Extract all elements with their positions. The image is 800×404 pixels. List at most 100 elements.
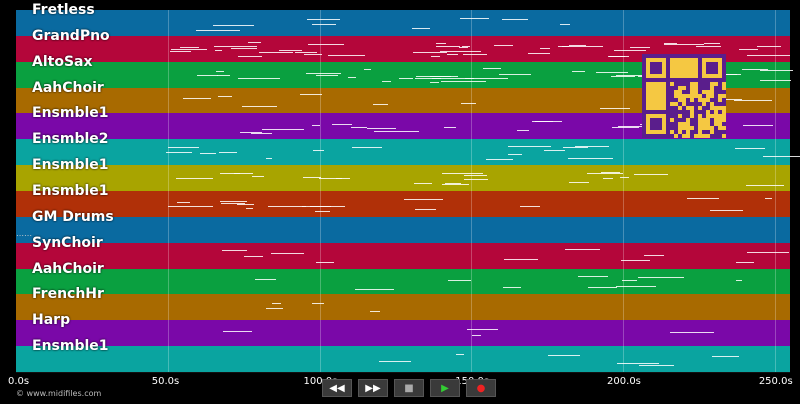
midi-note [442,184,469,186]
midi-note [180,47,200,49]
midi-note [246,208,253,210]
midi-note [742,124,774,126]
midi-note [504,259,539,261]
midi-note [378,360,412,362]
midi-note [762,156,800,158]
midi-note [220,202,245,204]
track-label: AahChoir [32,260,104,277]
midi-note [412,27,430,29]
midi-note [696,45,722,47]
midi-note [271,253,305,255]
midi-note [413,183,432,185]
midi-note [527,53,550,55]
midi-note [348,76,356,78]
track-row[interactable] [16,139,790,167]
midi-note [218,151,238,153]
midi-note [250,133,272,134]
midi-note [255,278,276,280]
midi-note [588,286,617,288]
track-row[interactable] [16,191,790,218]
track-row[interactable] [16,165,790,192]
midi-note [735,147,766,149]
midi-note [461,102,477,104]
track-row[interactable] [16,320,790,348]
midi-note [611,127,639,129]
time-tick-label: 250.0s [758,376,793,387]
midi-note [295,52,317,54]
midi-note [460,18,489,20]
track-label: GrandPno [32,27,110,44]
midi-note [351,146,383,148]
midi-note [614,50,647,52]
midi-note [258,52,293,54]
midi-note [622,279,637,281]
midi-note [217,95,233,97]
midi-note [568,158,613,160]
midi-note [735,261,754,263]
midi-note [336,178,343,179]
midi-note [485,159,513,161]
rewind-button[interactable]: ◀◀ [322,379,352,397]
midi-note [735,279,743,281]
midi-note [520,206,540,208]
midi-note [168,147,199,149]
midi-note [616,75,654,77]
midi-note [311,303,325,304]
track-row[interactable] [16,10,790,37]
midi-note [307,18,340,20]
midi-note [759,79,792,81]
midi-note [305,72,342,74]
midi-note [243,256,263,258]
midi-note [308,44,344,46]
midi-note [760,70,793,72]
midi-note [498,73,532,75]
time-gridline [319,10,321,372]
track-label: AahChoir [32,79,104,96]
track-row[interactable] [16,346,790,373]
midi-note [745,184,784,186]
midi-note [430,56,441,58]
midi-note [447,53,459,55]
time-tick-label: 200.0s [607,376,641,387]
play-button[interactable]: ▶ [430,379,460,397]
midi-note [638,276,685,278]
fast-forward-button[interactable]: ▶▶ [358,379,388,397]
track-label: Ensmble2 [32,131,109,148]
midi-note [399,77,413,79]
time-gridline [471,10,473,372]
midi-note [494,44,514,46]
midi-note [621,260,651,262]
midi-note [374,131,420,133]
midi-note [610,76,636,78]
track-row[interactable] [16,268,790,296]
midi-note [455,354,465,356]
midi-note [331,124,352,126]
midi-note [664,42,678,44]
midi-note [176,177,214,179]
stop-button[interactable]: ■ [394,379,424,397]
track-label: AltoSax [32,53,93,70]
midi-note [439,50,481,52]
track-row[interactable] [16,242,790,270]
midi-note [381,80,391,82]
midi-note [166,152,192,154]
track-row[interactable] [16,294,790,322]
qr-code-overlay [642,54,726,138]
midi-note [733,99,772,101]
midi-note [168,206,214,208]
midi-note [313,150,325,152]
midi-note [540,48,550,50]
midi-note [741,68,769,70]
record-button[interactable]: ● [466,379,496,397]
midi-note [600,107,630,109]
midi-note [502,18,528,20]
midi-note [466,328,499,330]
midi-note [299,94,322,96]
midi-note [544,149,566,151]
midi-note [200,152,217,154]
track-row[interactable] [16,216,790,244]
midi-note [711,356,740,358]
midi-note [197,74,218,76]
midi-note [747,54,791,56]
midi-note [586,172,624,174]
